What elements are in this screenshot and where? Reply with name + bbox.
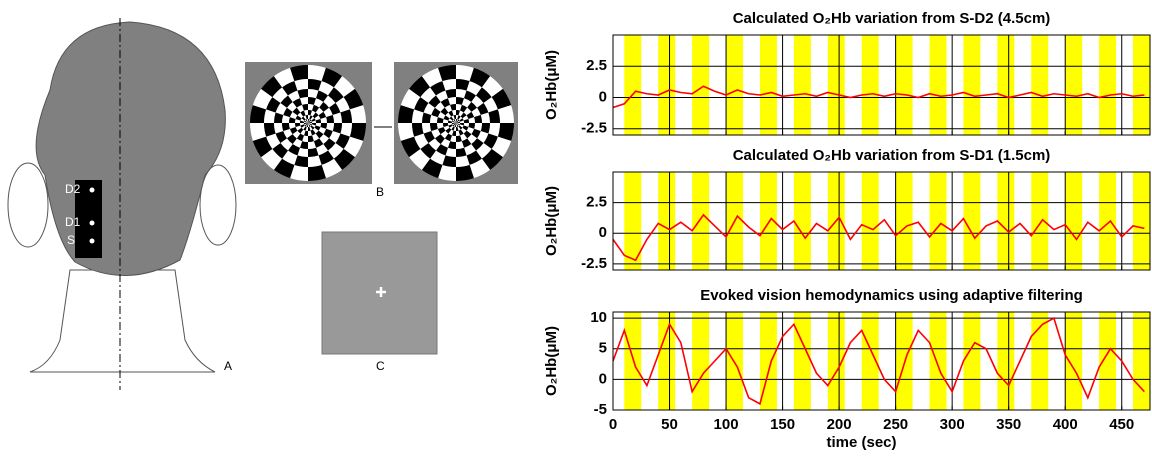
stimulus-band	[896, 35, 913, 135]
y-tick-label: 2.5	[586, 194, 607, 211]
y-tick-label: -2.5	[581, 120, 607, 137]
stimulus-band	[658, 172, 675, 270]
x-tick-label: 300	[940, 416, 965, 433]
stimulus-band	[794, 35, 811, 135]
stimulus-band	[658, 35, 675, 135]
stimulus-band	[1133, 312, 1150, 410]
stimulus-band	[1065, 312, 1082, 410]
stimulus-band	[862, 35, 879, 135]
stimulus-band	[1099, 35, 1116, 135]
stimulus-band	[1099, 172, 1116, 270]
checkerboard	[398, 65, 514, 181]
y-tick-label: -2.5	[581, 255, 607, 272]
stimulus-band	[930, 172, 947, 270]
stimulus-band	[963, 172, 980, 270]
x-tick-label: 100	[714, 416, 739, 433]
stimulus-band	[1065, 172, 1082, 270]
x-tick-label: 200	[827, 416, 852, 433]
y-tick-label: 0	[599, 370, 607, 387]
chart-title: Evoked vision hemodynamics using adaptiv…	[700, 287, 1083, 304]
page: {"diagram": {"panel_labels": ["A", "B", …	[0, 0, 1152, 460]
stimulus-band	[658, 312, 675, 410]
stimulus-band	[963, 312, 980, 410]
stimulus-band	[1031, 35, 1048, 135]
stimulus-band	[692, 172, 709, 270]
optode	[90, 188, 95, 193]
panel-label: A	[224, 359, 232, 373]
panel-label: B	[376, 185, 384, 199]
stimulus-band	[692, 35, 709, 135]
checkerboard	[250, 65, 366, 181]
x-tick-label: 50	[661, 416, 678, 433]
y-tick-label: 10	[590, 309, 607, 326]
x-tick-label: 0	[609, 416, 617, 433]
chart-title: Calculated O₂Hb variation from S-D1 (1.5…	[733, 147, 1051, 164]
y-axis-label: O₂Hb(μM)	[543, 326, 560, 396]
x-axis-label: time (sec)	[826, 434, 896, 451]
stimulus-band	[828, 35, 845, 135]
x-tick-label: 400	[1053, 416, 1078, 433]
stimulus-band	[624, 312, 641, 410]
head-diagram: D2 D1 S A	[8, 18, 236, 390]
ear	[200, 165, 236, 245]
stimulus-band	[896, 172, 913, 270]
stimulus-band	[862, 172, 879, 270]
stimulus-band	[692, 312, 709, 410]
stimulus-band	[624, 35, 641, 135]
stimulus-band	[963, 35, 980, 135]
ear	[8, 163, 48, 247]
x-tick-label: 150	[770, 416, 795, 433]
stimulus-band	[1133, 35, 1150, 135]
y-axis-label: O₂Hb(μM)	[543, 50, 560, 120]
stimulus-band	[997, 35, 1014, 135]
stimulus-band	[997, 172, 1014, 270]
chart-title: Calculated O₂Hb variation from S-D2 (4.5…	[733, 10, 1051, 27]
optode	[90, 239, 95, 244]
x-tick-label: 350	[996, 416, 1021, 433]
stimulus-band	[1099, 312, 1116, 410]
y-tick-label: 2.5	[586, 57, 607, 74]
panel-label: C	[376, 359, 385, 373]
y-axis-label: O₂Hb(μM)	[543, 186, 560, 256]
scalp	[36, 22, 225, 276]
y-tick-label: 0	[599, 224, 607, 241]
y-tick-label: 5	[599, 340, 607, 357]
stimulus-band	[726, 312, 743, 410]
stimulus-band	[896, 312, 913, 410]
stimulus-band	[930, 312, 947, 410]
optode-label: D2	[65, 182, 81, 196]
stimulus-band	[930, 35, 947, 135]
stimulus-band	[794, 312, 811, 410]
neck	[30, 270, 215, 372]
stimulus-band	[1031, 172, 1048, 270]
y-tick-label: -5	[594, 401, 607, 418]
y-tick-label: 0	[599, 88, 607, 105]
optode-label: D1	[65, 215, 81, 229]
stimulus-band	[997, 312, 1014, 410]
stimulus-band	[1133, 172, 1150, 270]
stimulus-band	[760, 35, 777, 135]
x-tick-label: 250	[883, 416, 908, 433]
stimulus-band	[726, 35, 743, 135]
x-tick-label: 450	[1109, 416, 1134, 433]
stimulus-band	[794, 172, 811, 270]
figure: D2 D1 S A B C Calculated O₂Hb variation …	[0, 0, 1152, 460]
optode-label: S	[67, 233, 75, 247]
stimulus-band	[1065, 35, 1082, 135]
optode	[90, 221, 95, 226]
